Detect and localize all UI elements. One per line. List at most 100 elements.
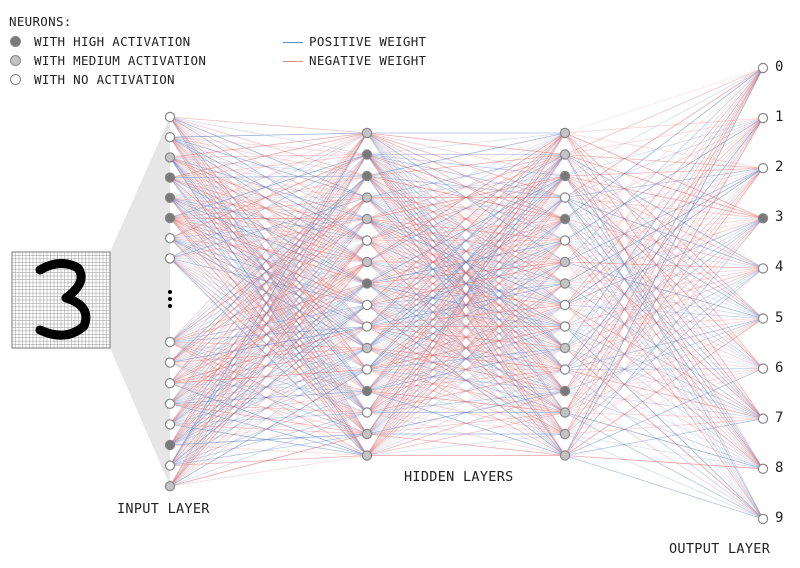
connection (366, 283, 566, 456)
connection (564, 240, 764, 419)
connection (564, 117, 764, 198)
connection (564, 167, 764, 370)
connection (169, 258, 368, 392)
connection (564, 347, 764, 470)
connection (564, 117, 764, 392)
connection (366, 197, 566, 456)
hidden2-neuron (559, 192, 571, 203)
output-layer-label: OUTPUT LAYER (669, 541, 771, 557)
connection (564, 167, 764, 349)
output-neuron-6 (757, 363, 769, 374)
connection (169, 412, 368, 466)
connection (564, 197, 764, 369)
connection (366, 433, 566, 456)
connection (169, 154, 368, 466)
connection (366, 154, 566, 413)
connection (169, 197, 368, 405)
hidden1-neuron (361, 299, 373, 311)
connection (169, 240, 368, 425)
connection (169, 197, 368, 413)
connection (169, 341, 368, 456)
connection (366, 154, 566, 456)
connection (169, 197, 368, 349)
connection (169, 326, 368, 384)
connection (169, 157, 368, 284)
connection (169, 132, 368, 178)
connection (169, 154, 368, 259)
connection (169, 197, 368, 370)
connection (169, 132, 368, 219)
connection (169, 175, 368, 363)
connection (366, 412, 566, 435)
connection (366, 304, 566, 349)
legend-medium: WITH MEDIUM ACTIVATION (34, 53, 207, 68)
connection (169, 341, 368, 435)
connection (169, 132, 368, 239)
connection (366, 240, 566, 413)
connection (564, 433, 764, 520)
connection (564, 167, 764, 241)
connection (169, 403, 368, 413)
connection (366, 283, 566, 392)
connection (169, 116, 368, 370)
connection (366, 175, 566, 435)
connection (169, 136, 368, 370)
connection (169, 217, 368, 349)
connection (564, 154, 764, 470)
connection (366, 132, 566, 392)
connection (169, 177, 368, 327)
connection (169, 304, 368, 363)
connection (169, 382, 368, 392)
connection (169, 403, 368, 456)
connection (169, 217, 368, 220)
connection (169, 116, 368, 241)
connection (169, 326, 368, 405)
hidden1-neuron (361, 407, 373, 418)
connection (169, 136, 368, 306)
connection (564, 67, 764, 349)
connection (169, 304, 368, 343)
connection (169, 433, 368, 446)
connection (366, 132, 566, 435)
connection (169, 132, 368, 199)
connection (564, 412, 764, 420)
connection (366, 326, 566, 413)
connection (169, 217, 368, 413)
connection (366, 304, 566, 435)
connection (564, 132, 764, 419)
connection (564, 347, 764, 520)
connection (169, 154, 368, 384)
connection (366, 261, 566, 392)
connection (564, 175, 764, 419)
hidden1-neuron (361, 149, 373, 160)
connection (169, 261, 368, 487)
legend-positive: POSITIVE WEIGHT (309, 34, 427, 49)
connection (169, 240, 368, 384)
connection (169, 258, 368, 349)
connection (169, 433, 368, 487)
connection (169, 258, 368, 435)
connection (169, 175, 368, 405)
hidden2-neuron (559, 235, 571, 246)
connection (169, 116, 368, 456)
connection (169, 341, 368, 370)
connection (366, 132, 566, 306)
connection (169, 157, 368, 392)
connection (169, 444, 368, 456)
hidden1-neuron (361, 192, 373, 203)
hidden1-neuron (361, 321, 373, 332)
connection (366, 154, 566, 177)
connection (564, 318, 764, 413)
output-neuron-8 (757, 463, 769, 474)
hidden1-neuron (361, 256, 373, 268)
connection (169, 403, 368, 435)
connection (169, 237, 368, 284)
connection (169, 154, 368, 239)
input-neuron (164, 481, 176, 492)
connection (169, 175, 368, 466)
connection (564, 117, 764, 349)
connection (564, 117, 764, 241)
connection (366, 390, 566, 413)
connection (169, 390, 368, 446)
connection (366, 240, 566, 456)
